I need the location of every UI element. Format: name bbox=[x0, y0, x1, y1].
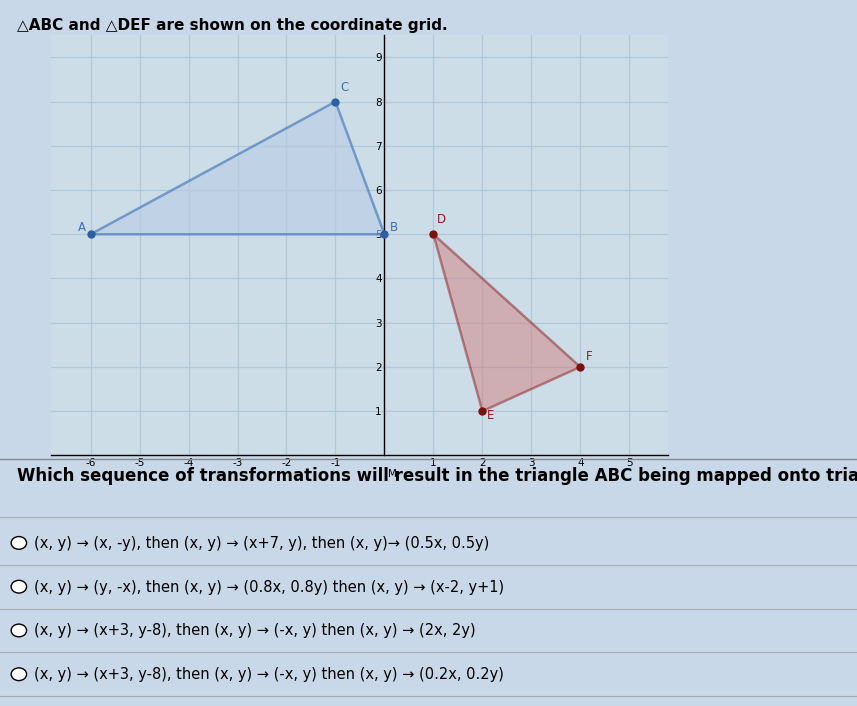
Text: M: M bbox=[388, 469, 397, 479]
Text: (x, y) → (x+3, y-8), then (x, y) → (-x, y) then (x, y) → (0.2x, 0.2y): (x, y) → (x+3, y-8), then (x, y) → (-x, … bbox=[34, 667, 504, 682]
Text: E: E bbox=[488, 409, 494, 422]
Text: B: B bbox=[390, 221, 399, 234]
Polygon shape bbox=[434, 234, 580, 411]
Text: D: D bbox=[437, 213, 446, 227]
Text: Which sequence of transformations will result in the triangle ABC being mapped o: Which sequence of transformations will r… bbox=[17, 467, 857, 485]
Text: (x, y) → (x+3, y-8), then (x, y) → (-x, y) then (x, y) → (2x, 2y): (x, y) → (x+3, y-8), then (x, y) → (-x, … bbox=[34, 623, 476, 638]
Text: (x, y) → (x, -y), then (x, y) → (x+7, y), then (x, y)→ (0.5x, 0.5y): (x, y) → (x, -y), then (x, y) → (x+7, y)… bbox=[34, 536, 489, 551]
Text: C: C bbox=[340, 80, 349, 94]
Text: A: A bbox=[78, 221, 87, 234]
Text: (x, y) → (y, -x), then (x, y) → (0.8x, 0.8y) then (x, y) → (x-2, y+1): (x, y) → (y, -x), then (x, y) → (0.8x, 0… bbox=[34, 580, 505, 594]
Text: △ABC and △DEF are shown on the coordinate grid.: △ABC and △DEF are shown on the coordinat… bbox=[17, 18, 447, 32]
Text: F: F bbox=[586, 350, 593, 364]
Polygon shape bbox=[91, 102, 385, 234]
